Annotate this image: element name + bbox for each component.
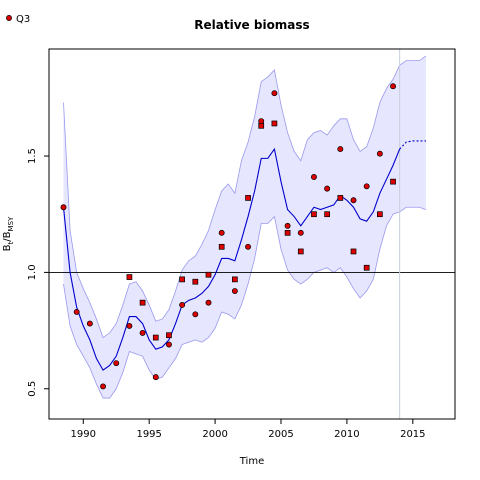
lower-bound-line [63, 206, 427, 399]
observation-square [363, 264, 370, 271]
observation-circle [86, 320, 93, 327]
observation-circle [218, 229, 225, 236]
observation-circle [376, 150, 383, 157]
upper-bound-line [63, 55, 427, 339]
legend-marker-q3 [6, 15, 12, 21]
observation-square [245, 195, 251, 201]
y-tick-label: 0.5 [27, 381, 38, 397]
x-tick-label: 1995 [136, 429, 161, 440]
observation-square [350, 248, 357, 255]
observation-circle [284, 222, 291, 229]
observation-circle [324, 185, 331, 192]
plot-frame [48, 48, 456, 420]
observation-circle [73, 309, 80, 315]
observation-circle [337, 146, 344, 153]
observation-circle [231, 288, 238, 294]
observation-circle [192, 311, 199, 318]
observation-points [60, 83, 396, 390]
y-axis-title-slash: / [2, 238, 13, 242]
y-axis-title-sub-msy: MSY [7, 216, 15, 231]
observation-square [337, 195, 344, 201]
observation-circle [126, 322, 133, 329]
observation-circle [297, 229, 304, 236]
observation-circle [350, 197, 357, 204]
observation-circle [100, 383, 106, 390]
observation-square [166, 332, 172, 339]
observation-square [179, 276, 185, 283]
observation-circle [271, 90, 278, 97]
observation-square [390, 178, 396, 185]
y-axis-title-main-2: B [2, 231, 13, 238]
x-tick-label: 2010 [334, 429, 359, 440]
estimate-line [62, 147, 401, 371]
observation-circle [60, 204, 67, 211]
observation-square [377, 211, 383, 218]
observation-square [126, 274, 133, 280]
observation-square [232, 276, 238, 283]
observation-square [284, 229, 291, 236]
y-tick-label: 1.5 [27, 148, 38, 164]
observation-circle [390, 83, 396, 90]
observation-circle [113, 360, 120, 367]
observation-square [152, 334, 159, 341]
observation-square [192, 278, 199, 285]
x-tick-label: 2015 [400, 429, 425, 440]
observation-square [324, 211, 330, 218]
legend: Q3 [6, 14, 30, 25]
x-tick-label: 2005 [268, 429, 293, 440]
reference-lines [49, 49, 455, 419]
observation-circle [179, 302, 186, 308]
y-axis-title: Bt/BMSY [2, 216, 15, 251]
observation-square [311, 211, 317, 218]
observation-circle [245, 243, 251, 250]
observation-circle [166, 341, 172, 348]
observation-circle [311, 174, 317, 180]
observation-circle [363, 183, 370, 190]
projection-line [399, 140, 426, 150]
legend-label-q3: Q3 [16, 14, 30, 25]
observation-square [297, 248, 304, 255]
observation-square [218, 243, 225, 250]
x-tick-label: 1990 [71, 429, 96, 440]
y-tick-label: 1.0 [27, 264, 38, 280]
observation-square [205, 271, 212, 278]
observation-circle [205, 299, 212, 306]
y-axis-title-sub-t: t [7, 241, 15, 244]
x-axis-title: Time [239, 456, 264, 467]
observation-circle [139, 329, 146, 336]
estimate-lines [62, 140, 426, 371]
axes: 1990 1995 2000 2005 2010 2015 0.5 1.0 1.5 [27, 148, 426, 440]
x-tick-label: 2000 [202, 429, 227, 440]
observation-circle [258, 118, 265, 125]
chart-title: Relative biomass [194, 18, 309, 32]
observation-circle [152, 374, 159, 381]
observation-square [271, 120, 278, 127]
observation-square [139, 299, 146, 306]
y-axis-title-main: B [2, 244, 13, 251]
